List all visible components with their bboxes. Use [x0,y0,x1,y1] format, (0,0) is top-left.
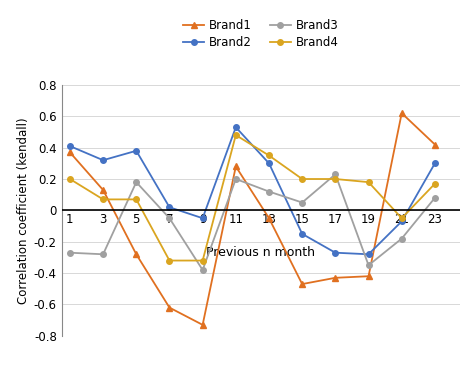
X-axis label: Previous n month: Previous n month [206,245,315,259]
Brand1 [100,188,106,192]
Brand1 [233,164,238,169]
Brand3 [233,177,238,181]
Brand2 [299,232,305,236]
Brand3 [399,236,404,241]
Brand4 [100,197,106,202]
Line: Brand3: Brand3 [67,171,438,273]
Brand3 [365,263,371,267]
Line: Brand2: Brand2 [67,124,438,257]
Brand3 [100,252,106,257]
Brand2 [399,219,404,223]
Line: Brand4: Brand4 [67,132,438,263]
Brand2 [133,149,139,153]
Legend: Brand1, Brand2, Brand3, Brand4: Brand1, Brand2, Brand3, Brand4 [180,15,342,52]
Brand4 [133,197,139,202]
Brand2 [200,216,205,220]
Brand3 [67,251,73,255]
Brand4 [332,177,338,181]
Brand1 [432,142,438,147]
Brand1 [299,282,305,286]
Brand2 [166,205,172,210]
Brand1 [399,111,404,115]
Brand3 [200,267,205,272]
Brand2 [233,125,238,130]
Brand4 [432,181,438,186]
Brand4 [365,180,371,185]
Brand3 [432,195,438,200]
Brand2 [100,158,106,163]
Brand1 [133,252,139,257]
Line: Brand1: Brand1 [67,110,438,328]
Brand1 [365,274,371,279]
Brand4 [399,216,404,220]
Brand4 [166,258,172,263]
Brand1 [332,276,338,280]
Brand1 [266,216,272,220]
Y-axis label: Correlation coefficient (kendall): Correlation coefficient (kendall) [17,117,29,304]
Brand2 [266,161,272,166]
Brand3 [299,200,305,205]
Brand4 [233,133,238,137]
Brand2 [332,251,338,255]
Brand4 [299,177,305,181]
Brand1 [166,305,172,310]
Brand4 [200,258,205,263]
Brand3 [266,189,272,194]
Brand2 [432,161,438,166]
Brand3 [332,172,338,177]
Brand4 [266,153,272,158]
Brand1 [200,323,205,327]
Brand1 [67,150,73,155]
Brand2 [365,252,371,257]
Brand3 [133,180,139,185]
Brand4 [67,177,73,181]
Brand2 [67,144,73,148]
Brand3 [166,216,172,220]
